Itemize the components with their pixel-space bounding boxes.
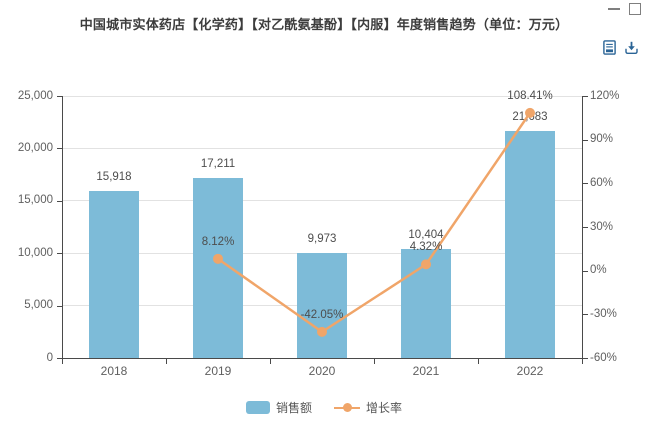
maximize-icon[interactable]	[629, 3, 641, 15]
gridline	[62, 95, 582, 97]
right-axis-label: 60%	[590, 176, 614, 189]
right-tick	[583, 270, 588, 272]
x-axis-label-2019[interactable]: 2019	[204, 364, 232, 378]
report-document-icon[interactable]	[603, 40, 616, 55]
right-axis-label: 30%	[590, 220, 614, 233]
x-boundary-tick	[478, 359, 479, 364]
x-boundary-tick	[62, 359, 63, 364]
left-axis-label: 25,000	[17, 89, 53, 102]
bar-2022[interactable]	[505, 130, 555, 358]
y-axis-left	[62, 96, 63, 358]
x-boundary-tick	[270, 359, 271, 364]
minimize-icon[interactable]	[608, 8, 620, 10]
left-axis-label: 15,000	[17, 194, 53, 207]
left-tick	[57, 358, 62, 359]
growth-value-label: 4.32%	[409, 241, 443, 254]
right-axis-label: -30%	[590, 307, 617, 320]
x-axis-label-2021[interactable]: 2021	[412, 364, 440, 378]
right-tick	[583, 358, 588, 359]
legend-item-growth[interactable]: 增长率	[334, 399, 402, 416]
left-tick	[57, 148, 62, 150]
bar-swatch-icon	[245, 401, 270, 414]
chart-title: 中国城市实体药店【化学药】【对乙酰氨基酚】【内服】年度销售趋势（单位：万元）	[79, 17, 569, 32]
x-boundary-tick	[374, 359, 375, 364]
legend-item-sales[interactable]: 销售额	[245, 399, 312, 416]
bar-2019[interactable]	[193, 177, 243, 358]
growth-value-label: -42.05%	[300, 308, 344, 321]
growth-point[interactable]	[317, 326, 327, 337]
left-tick	[57, 305, 62, 307]
right-axis-label: 0%	[590, 264, 607, 277]
legend: 销售额 增长率	[0, 399, 648, 416]
right-axis-label: 90%	[590, 133, 614, 146]
left-axis-label: 20,000	[17, 141, 53, 154]
right-axis-label: -60%	[590, 351, 617, 364]
growth-point[interactable]	[213, 253, 223, 264]
download-icon[interactable]	[625, 41, 638, 55]
gridline	[62, 252, 582, 254]
left-tick	[57, 253, 62, 255]
growth-value-label: 108.41%	[507, 89, 553, 102]
gridline	[62, 200, 582, 202]
line-swatch-icon	[334, 401, 360, 414]
right-tick	[583, 227, 588, 228]
right-axis-label: 120%	[590, 89, 620, 102]
left-axis-label: 0	[46, 351, 53, 364]
left-tick	[57, 96, 62, 97]
right-tick	[583, 139, 588, 141]
x-axis-label-2020[interactable]: 2020	[308, 364, 336, 378]
gridline	[62, 147, 582, 149]
legend-label-growth: 增长率	[366, 401, 403, 415]
bar-value-label: 10,404	[408, 228, 444, 241]
right-tick	[583, 314, 588, 316]
bar-2018[interactable]	[89, 191, 139, 358]
x-axis-label-2022[interactable]: 2022	[516, 364, 544, 378]
window-controls	[608, 3, 641, 15]
legend-label-sales: 销售额	[275, 401, 312, 415]
growth-value-label: 8.12%	[201, 235, 235, 248]
bar-value-label: 17,211	[200, 157, 236, 170]
toolbar	[603, 40, 638, 55]
bar-value-label: 9,973	[307, 233, 337, 246]
x-axis-label-2018[interactable]: 2018	[100, 364, 128, 378]
bar-2020[interactable]	[297, 253, 347, 358]
left-axis-label: 5,000	[24, 299, 53, 312]
x-boundary-tick	[582, 359, 583, 364]
left-axis-label: 10,000	[17, 246, 53, 259]
bar-value-label: 15,918	[96, 171, 132, 184]
right-tick	[583, 96, 588, 97]
y-axis-right	[582, 96, 583, 358]
left-tick	[57, 200, 62, 202]
x-axis	[62, 358, 583, 359]
growth-point[interactable]	[525, 107, 535, 118]
growth-line-path	[217, 112, 532, 334]
growth-point[interactable]	[421, 259, 431, 270]
x-boundary-tick	[166, 359, 167, 364]
right-tick	[583, 183, 588, 185]
